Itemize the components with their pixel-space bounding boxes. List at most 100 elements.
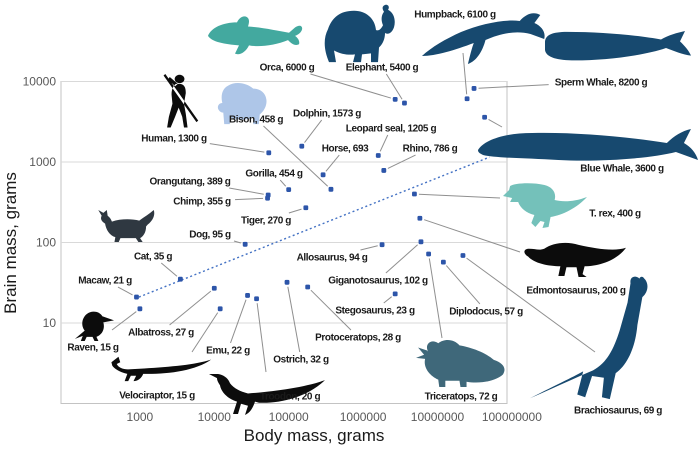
leader-tiger	[288, 208, 302, 214]
leader-humpback	[462, 52, 468, 95]
x-tick-100000: 100000	[269, 410, 309, 424]
human-silhouette-shape	[163, 74, 199, 128]
label-raven: Raven, 15 g	[67, 343, 118, 354]
y-tick-1000: 1000	[29, 155, 56, 169]
label-emu: Emu, 22 g	[206, 346, 250, 357]
sperm-whale-silhouette	[545, 30, 691, 61]
label-cat: Cat, 35 g	[134, 252, 172, 263]
x-tick-1000: 1000	[127, 410, 154, 424]
leader-troodon	[256, 303, 267, 373]
data-point-bison	[328, 186, 334, 192]
label-troodon: Troodon, 20 g	[260, 392, 321, 403]
leader-bison	[263, 125, 329, 187]
animal-silhouettes	[74, 4, 698, 415]
leader-protoceratops	[310, 289, 352, 331]
x-tick-10000000: 10000000	[411, 410, 465, 424]
label-giganotosaurus: Giganotosaurus, 102 g	[328, 276, 428, 287]
data-point-dolphin	[299, 143, 305, 149]
x-tick-1000000: 1000000	[340, 410, 387, 424]
leader-stegosaurus	[383, 296, 392, 304]
leader-leopard-seal	[379, 134, 389, 152]
label-chimp: Chimp, 355 g	[173, 197, 231, 208]
label-dolphin: Dolphin, 1573 g	[293, 109, 361, 120]
orca-silhouette-shape	[208, 16, 303, 55]
leader-orca	[310, 73, 392, 99]
label-albatross: Albatross, 27 g	[128, 328, 194, 339]
leader-raven	[111, 311, 137, 331]
sperm-whale-silhouette-shape	[545, 30, 691, 61]
data-point-elephant	[402, 100, 407, 106]
leader-rhino	[387, 154, 416, 169]
bison-silhouette	[217, 83, 267, 125]
edmontosaurus-silhouette-shape	[524, 242, 626, 278]
data-point-giganotosaurus	[418, 239, 424, 245]
trendline	[134, 156, 490, 300]
leader-human	[209, 143, 265, 153]
label-dog: Dog, 95 g	[189, 230, 231, 241]
axis-tick-labels: 10 100 1000 10000 1000 10000 100000 1000000 1000…	[23, 75, 543, 425]
blue-whale-silhouette-shape	[478, 129, 698, 161]
velociraptor-silhouette-shape	[111, 356, 212, 382]
label-ostrich: Ostrich, 32 g	[273, 355, 329, 366]
leader-giganotosaurus	[385, 244, 418, 274]
orca-silhouette	[208, 16, 303, 55]
label-orca: Orca, 6000 g	[260, 63, 315, 74]
data-point-t-rex	[412, 191, 417, 197]
data-point-human	[266, 150, 272, 156]
data-point-tiger	[303, 205, 309, 211]
data-point-humpback	[464, 96, 470, 102]
label-rhino: Rhino, 786 g	[403, 144, 458, 155]
leader-blue-whale	[488, 118, 503, 128]
leader-edmontosaurus	[423, 219, 521, 253]
data-point-blue-whale	[482, 114, 488, 120]
data-point-rhino	[381, 168, 387, 173]
label-macaw: Macaw, 21 g	[78, 276, 132, 287]
data-point-edmontosaurus	[417, 215, 423, 221]
troodon-silhouette-shape	[209, 374, 325, 415]
data-point-orca	[392, 96, 398, 102]
t-rex-silhouette	[503, 183, 587, 228]
y-tick-10000: 10000	[23, 75, 57, 89]
elephant-silhouette-shape	[324, 4, 395, 63]
label-humpback: Humpback, 6100 g	[414, 10, 496, 21]
triceratops-silhouette-shape	[416, 339, 505, 387]
point-labels: Human, 1300 g Bison, 458 g Orca, 6000 g Ele…	[67, 10, 664, 417]
label-bison: Bison, 458 g	[229, 115, 283, 126]
leader-triceratops	[428, 258, 443, 339]
label-orangutang: Orangutang, 389 g	[150, 177, 231, 188]
label-tiger: Tiger, 270 g	[241, 216, 291, 227]
bison-silhouette-shape	[217, 83, 267, 125]
data-point-sperm-whale	[471, 86, 477, 91]
human-silhouette	[163, 74, 199, 128]
cat-silhouette-shape	[98, 209, 155, 243]
data-point-troodon	[254, 296, 259, 302]
brachiosaurus-silhouette	[529, 276, 648, 400]
leader-lines	[111, 52, 596, 373]
data-point-gorilla	[286, 187, 292, 193]
troodon-silhouette	[209, 374, 325, 415]
data-point-chimp	[265, 195, 270, 201]
leader-sperm-whale	[478, 84, 549, 89]
label-t-rex: T. rex, 400 g	[589, 209, 641, 220]
data-point-albatross	[211, 285, 217, 291]
data-point-emu	[245, 293, 250, 298]
leader-dog	[233, 240, 241, 244]
y-axis-title: Brain mass, grams	[1, 172, 20, 314]
humpback-silhouette	[421, 13, 545, 64]
data-point-dog	[242, 241, 248, 247]
leader-cat	[160, 262, 178, 277]
brachiosaurus-silhouette-shape	[529, 276, 648, 400]
x-tick-100000000: 100000000	[482, 410, 542, 424]
label-diplodocus: Diplodocus, 57 g	[449, 307, 523, 318]
data-point-horse	[320, 172, 326, 178]
raven-silhouette-shape	[74, 311, 115, 341]
leader-chimp	[235, 197, 264, 201]
data-point-velociraptor	[217, 306, 223, 312]
humpback-silhouette-shape	[421, 13, 545, 64]
leader-dolphin	[304, 119, 323, 143]
data-point-protoceratops	[305, 284, 311, 290]
t-rex-silhouette-shape	[503, 183, 587, 228]
data-point-triceratops	[426, 251, 432, 257]
